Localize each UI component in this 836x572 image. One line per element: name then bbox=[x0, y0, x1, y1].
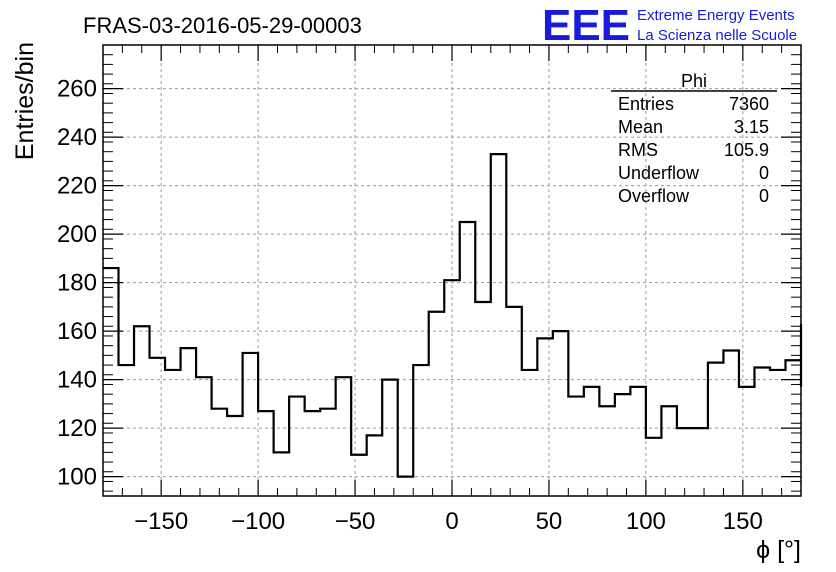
y-tick-label: 260 bbox=[57, 76, 97, 103]
grid-lines bbox=[103, 45, 801, 496]
stats-row-value: 3.15 bbox=[734, 117, 769, 137]
y-tick-label: 160 bbox=[57, 318, 97, 345]
x-tick-label: −150 bbox=[134, 508, 188, 535]
y-axis-label: Entries/bin bbox=[11, 42, 39, 160]
y-tick-label: 180 bbox=[57, 270, 97, 297]
chart-title: FRAS-03-2016-05-29-00003 bbox=[83, 13, 362, 38]
stats-row-label: Overflow bbox=[618, 186, 690, 206]
tick-labels: −150 −100 −50 0 50 100 150 100 120 140 160 180 200 22… bbox=[57, 76, 763, 535]
y-tick-label: 200 bbox=[57, 221, 97, 248]
axis-ticks bbox=[102, 45, 802, 496]
x-tick-label: 150 bbox=[723, 508, 763, 535]
x-tick-label: −100 bbox=[231, 508, 285, 535]
x-axis-label: ϕ [°] bbox=[756, 536, 801, 564]
stats-row-value: 0 bbox=[759, 163, 769, 183]
stats-title: Phi bbox=[681, 71, 707, 91]
stats-row-label: RMS bbox=[618, 140, 658, 160]
plot-frame bbox=[102, 44, 802, 497]
stats-box: Phi Entries 7360 Mean 3.15 RMS 105.9 Underflow… bbox=[611, 71, 777, 206]
stats-row-label: Underflow bbox=[618, 163, 700, 183]
y-tick-label: 100 bbox=[57, 464, 97, 491]
logo-mark: EEE bbox=[542, 1, 630, 50]
histogram-bins bbox=[103, 153, 803, 478]
eee-logo: EEE Extreme Energy Events La Scienza nel… bbox=[542, 1, 797, 50]
y-tick-label: 240 bbox=[57, 124, 97, 151]
x-tick-label: 50 bbox=[536, 508, 563, 535]
stats-rows: Entries 7360 Mean 3.15 RMS 105.9 Underflow 0 Ove… bbox=[618, 94, 769, 206]
stats-row-value: 105.9 bbox=[724, 140, 769, 160]
stats-row-value: 0 bbox=[759, 186, 769, 206]
y-tick-label: 220 bbox=[57, 173, 97, 200]
x-tick-label: −50 bbox=[335, 508, 376, 535]
x-tick-label: 0 bbox=[445, 508, 458, 535]
logo-line2: La Scienza nelle Scuole bbox=[637, 27, 797, 44]
logo-line1: Extreme Energy Events bbox=[637, 7, 795, 24]
y-tick-label: 140 bbox=[57, 367, 97, 394]
stats-row-label: Entries bbox=[618, 94, 674, 114]
histogram-line bbox=[103, 153, 803, 478]
stats-row-label: Mean bbox=[618, 117, 663, 137]
y-tick-label: 120 bbox=[57, 415, 97, 442]
x-tick-label: 100 bbox=[626, 508, 666, 535]
stats-row-value: 7360 bbox=[729, 94, 769, 114]
